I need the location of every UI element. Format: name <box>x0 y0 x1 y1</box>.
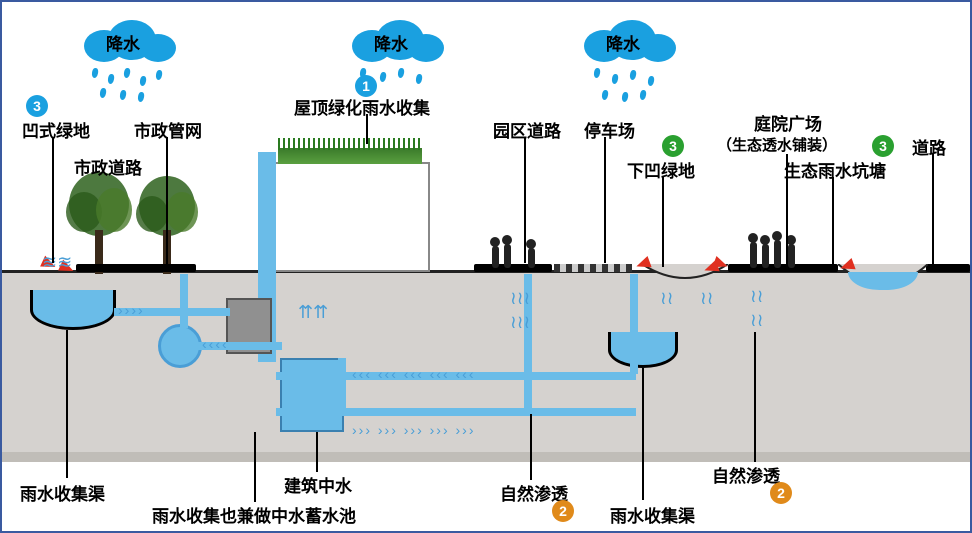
tree-1 <box>64 170 134 274</box>
pipe-v1 <box>180 274 188 328</box>
person-icon <box>492 246 499 268</box>
person-icon <box>774 240 781 268</box>
parking-surface <box>554 264 632 272</box>
person-icon <box>528 248 535 268</box>
cloud-3-label: 降水 <box>606 30 640 55</box>
pipe-v3 <box>630 274 638 374</box>
infiltration-icon: ≀≀ <box>700 288 714 309</box>
infiltration-icon: ≀≀ <box>750 286 764 307</box>
leader <box>52 137 54 263</box>
leader <box>166 137 168 265</box>
person-icon <box>750 242 757 268</box>
label-road: 道路 <box>912 134 946 159</box>
badge-2b: 2 <box>770 482 792 504</box>
cloud-2: 降水 <box>350 20 446 69</box>
cloud-1-label: 降水 <box>106 30 140 55</box>
label-eco-pond: 生态雨水坑塘 <box>784 157 886 182</box>
person-icon <box>788 244 795 268</box>
leader <box>524 137 526 263</box>
rain-basin-left <box>30 290 116 330</box>
person-icon <box>762 244 769 268</box>
diagram-stage: 降水 降水 降水 <box>0 0 972 533</box>
badge-3b: 3 <box>662 135 684 157</box>
leader <box>316 432 318 472</box>
ground-bottom <box>2 462 970 533</box>
leader <box>662 177 664 267</box>
infiltration-icon: ≀≀ <box>750 310 764 331</box>
badge-1: 1 <box>355 75 377 97</box>
building <box>270 162 430 272</box>
pipe-v4 <box>338 358 346 416</box>
label-park-road: 园区道路 <box>493 117 561 142</box>
label-rain-storage: 雨水收集也兼做中水蓄水池 <box>152 502 356 527</box>
park-road-surface <box>474 264 552 272</box>
cloud-3: 降水 <box>582 20 678 69</box>
rain-basin-right <box>608 332 678 368</box>
label-muni-pipe: 市政管网 <box>134 117 202 142</box>
cloud-1: 降水 <box>82 20 178 69</box>
badge-3c: 3 <box>872 135 894 157</box>
leader <box>642 368 644 500</box>
flow-arrows: ›››› <box>118 302 174 318</box>
label-rain-channel2: 雨水收集渠 <box>610 502 695 527</box>
infiltration-icon: ≀≀≀ <box>510 312 530 333</box>
infiltration-icon: ⇈⇈ <box>298 302 328 323</box>
leader <box>254 432 256 502</box>
label-rain-channel: 雨水收集渠 <box>20 480 105 505</box>
label-eco-pave: （生态透水铺装） <box>717 134 837 155</box>
label-muni-road: 市政道路 <box>74 154 142 179</box>
label-building-greywater: 建筑中水 <box>284 472 352 497</box>
label-sunken-green: 下凹绿地 <box>627 157 695 182</box>
green-roof <box>278 148 422 164</box>
flow-arrows: ‹‹‹‹ <box>202 336 262 352</box>
leader <box>932 154 934 264</box>
flow-arrows: ‹‹‹ ‹‹‹ ‹‹‹ ‹‹‹ ‹‹‹ <box>352 366 622 382</box>
leader <box>786 154 788 264</box>
leader <box>754 332 756 462</box>
badge-2a: 2 <box>552 500 574 522</box>
label-roof-collect: 屋顶绿化雨水收集 <box>294 94 430 119</box>
muni-pipe-node <box>158 324 202 368</box>
muni-road-surface <box>76 264 196 272</box>
badge-3a: 3 <box>26 95 48 117</box>
storage-tank <box>280 358 344 432</box>
flow-arrows: ››› ››› ››› ››› ››› <box>352 422 622 438</box>
road-surface <box>926 264 970 272</box>
label-parking: 停车场 <box>584 117 635 142</box>
person-icon <box>504 244 511 268</box>
infiltration-icon: ≀≀≀ <box>510 288 530 309</box>
leader <box>366 114 368 144</box>
ground-lower <box>2 452 970 462</box>
cloud-2-label: 降水 <box>374 30 408 55</box>
roof-grass <box>278 138 422 150</box>
label-yard-plaza: 庭院广场 <box>754 110 822 135</box>
plaza-surface <box>728 264 838 272</box>
pipe-h4 <box>276 408 636 416</box>
leader <box>530 414 532 480</box>
leader <box>832 177 834 267</box>
infiltration-icon: ≀≀ <box>660 288 674 309</box>
label-natural-infil2: 自然渗透 <box>712 462 780 487</box>
leader <box>604 137 606 263</box>
leader <box>66 330 68 478</box>
evap-icon: ≋≋ <box>42 252 72 273</box>
label-depressed-green: 凹式绿地 <box>22 117 90 142</box>
